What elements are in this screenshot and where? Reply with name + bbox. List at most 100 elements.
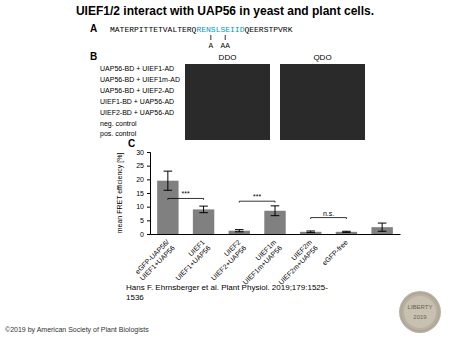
error-bar bbox=[306, 231, 315, 233]
error-bar-line bbox=[382, 223, 383, 231]
sequence-marker-label: A bbox=[208, 42, 213, 49]
error-bar bbox=[271, 206, 280, 216]
panel-label: C bbox=[128, 138, 135, 149]
title: UIEF1/2 interact with UAP56 in yeast and… bbox=[76, 4, 374, 18]
y-tick: 25 bbox=[136, 162, 150, 169]
error-bar bbox=[199, 206, 208, 213]
seal: LIBERTY 2019 bbox=[399, 291, 441, 333]
seal-inner bbox=[404, 296, 436, 328]
x-tick-label: eGFP-free bbox=[321, 238, 349, 266]
citation: Hans F. Ehrnsberger et al. Plant Physiol… bbox=[126, 283, 328, 302]
sequence: MATERPITTETVALTERQRENSLSEIIDQEERSTPVRK bbox=[110, 25, 293, 34]
y-axis-title: mean FRET efficiency [%] bbox=[116, 153, 124, 234]
y-tick: 0 bbox=[140, 231, 150, 238]
citation-line: Hans F. Ehrnsberger et al. Plant Physiol… bbox=[126, 283, 328, 292]
yeast-panel: DDOQDOUAP56-BD + UIEF1-ADUAP56-BD + UIEF… bbox=[100, 53, 365, 140]
x-tick-label: UIEF1mUIEF1m+UAP56 bbox=[236, 238, 283, 285]
significance-bracket bbox=[311, 218, 347, 219]
x-tick-label-line: UIEF1m+UAP56 bbox=[241, 244, 283, 286]
x-tick: UIEF2mUIEF2m+UAP56 bbox=[271, 238, 318, 285]
y-tick: 20 bbox=[136, 176, 150, 183]
panel-label: A bbox=[90, 23, 97, 34]
error-bar-cap bbox=[164, 171, 173, 172]
panel-label: B bbox=[90, 51, 97, 62]
significance-label: n.s. bbox=[323, 210, 334, 217]
sequence-marker-label: AA bbox=[221, 42, 231, 49]
significance-bracket bbox=[168, 198, 204, 199]
error-bar-line bbox=[167, 171, 168, 190]
plot-area bbox=[157, 171, 393, 234]
y-tick: 30 bbox=[136, 149, 150, 156]
sequence-marker bbox=[225, 35, 226, 40]
error-bar bbox=[378, 223, 387, 231]
yeast-row-label: UIEF1-BD + UAP56-AD bbox=[100, 98, 174, 105]
annotation-labels: *** *** n.s. bbox=[182, 190, 335, 216]
sequence-part: QEERSTPVRK bbox=[244, 25, 292, 34]
x-tick: eGFP-free bbox=[321, 238, 349, 266]
seal-text: 2019 bbox=[413, 314, 427, 320]
error-bar-cap bbox=[378, 231, 387, 232]
y-axis-line bbox=[147, 153, 151, 235]
x-tick: UIEF1UIEF1+UAP56 bbox=[168, 238, 211, 281]
error-bar-cap bbox=[235, 231, 244, 232]
significance-bracket bbox=[239, 201, 275, 202]
y-tick: 15 bbox=[136, 190, 150, 197]
x-tick-label-line: eGFP-free bbox=[321, 238, 349, 266]
y-tick-label: 0 bbox=[140, 231, 144, 238]
sequence-part: MATERPITTETVALTERQ bbox=[110, 25, 197, 34]
y-tick: 10 bbox=[136, 203, 150, 210]
x-axis: eGFP-UAP56/UIEF1+UAP56UIEF1UIEF1+UAP56UI… bbox=[133, 235, 401, 286]
x-tick: eGFP-UAP56/UIEF1+UAP56 bbox=[133, 238, 176, 281]
seal-text: LIBERTY bbox=[408, 304, 433, 310]
y-tick-mark bbox=[147, 234, 150, 235]
error-bar-cap bbox=[378, 223, 387, 224]
error-bar-cap bbox=[199, 206, 208, 207]
plate bbox=[280, 64, 365, 140]
yeast-row-label: neg. control bbox=[100, 120, 137, 128]
yeast-row-label: UAP56-BD + UIEF1-AD bbox=[100, 65, 174, 72]
y-tick-label: 10 bbox=[136, 203, 144, 210]
x-tick: UIEF1mUIEF1m+UAP56 bbox=[236, 238, 283, 285]
plate-header: QDO bbox=[313, 53, 331, 62]
error-bar-cap bbox=[342, 232, 351, 233]
error-bar-cap bbox=[306, 232, 315, 233]
y-tick-label: 5 bbox=[140, 217, 144, 224]
error-bar bbox=[342, 231, 351, 232]
y-tick-mark bbox=[147, 220, 150, 221]
seal-ring bbox=[401, 293, 439, 331]
significance-label: *** bbox=[182, 190, 190, 197]
bar bbox=[193, 209, 214, 234]
x-tick: UIEF2UIEF2+UAP56 bbox=[204, 238, 247, 281]
y-tick-mark bbox=[147, 152, 150, 153]
bar bbox=[300, 232, 321, 234]
y-tick-mark bbox=[147, 193, 150, 194]
yeast-row-label: pos. control bbox=[100, 130, 137, 138]
x-tick-label: UIEF1UIEF1+UAP56 bbox=[168, 238, 211, 281]
x-tick-label-line: UIEF1+UAP56 bbox=[138, 244, 176, 282]
x-tick-label-line: UIEF2m+UAP56 bbox=[277, 244, 319, 286]
error-bar-cap bbox=[271, 205, 280, 206]
seal-outer bbox=[399, 291, 441, 333]
bar bbox=[336, 232, 357, 234]
significance-label: *** bbox=[253, 193, 261, 200]
y-tick-label: 20 bbox=[136, 176, 144, 183]
y-axis: 0 5 10 15 20 25 30 bbox=[136, 149, 150, 238]
yeast-row-label: UIEF2-BD + UAP56-AD bbox=[100, 109, 174, 116]
x-tick-label-line: UIEF1+UAP56 bbox=[174, 244, 212, 282]
error-bar-line bbox=[203, 206, 204, 213]
error-bar-cap bbox=[306, 230, 315, 231]
y-tick-mark bbox=[147, 179, 150, 180]
x-tick-label: eGFP-UAP56/UIEF1+UAP56 bbox=[133, 238, 176, 281]
y-tick: 5 bbox=[140, 217, 150, 224]
y-tick-label: 30 bbox=[136, 149, 144, 156]
error-bar bbox=[235, 230, 244, 232]
error-bar-cap bbox=[164, 190, 173, 191]
error-bar-cap bbox=[271, 215, 280, 216]
x-tick-label-line: UIEF2+UAP56 bbox=[210, 244, 248, 282]
x-tick-label: UIEF2UIEF2+UAP56 bbox=[204, 238, 247, 281]
error-bar-cap bbox=[342, 231, 351, 232]
y-tick-label: 25 bbox=[136, 162, 144, 169]
error-bar-line bbox=[275, 206, 276, 216]
yeast-row-label: UAP56-BD + UIEF2-AD bbox=[100, 87, 174, 94]
citation-line: 1536 bbox=[126, 293, 144, 302]
